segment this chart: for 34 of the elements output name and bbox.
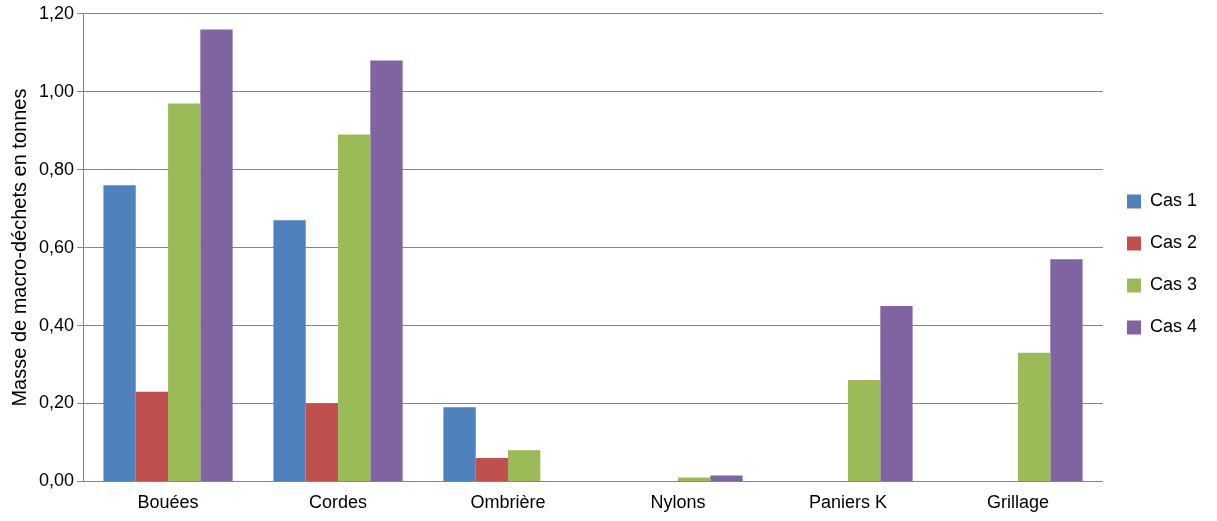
bar [103,185,136,481]
bar [370,60,403,481]
bar [847,380,881,481]
bar [880,306,913,481]
x-tick-label: Cordes [309,492,368,513]
bar [200,29,233,481]
bar [168,103,201,481]
x-tick-label: Bouées [137,492,199,513]
legend-label: Cas 1 [1149,190,1198,211]
bar [475,458,509,481]
y-tick-label: 0,40 [38,314,75,335]
bar [710,475,743,481]
x-tick-label: Ombrière [470,492,546,513]
y-axis-title: Masse de macro-déchets en tonnes [7,88,30,407]
x-tick-label: Nylons [650,492,706,513]
bar [305,403,339,481]
bar [443,407,476,481]
x-tick-label: Paniers K [808,492,888,513]
bar [508,450,541,481]
bar [1017,352,1051,481]
bar [273,220,306,481]
legend-label: Cas 4 [1149,316,1198,337]
y-tick-label: 0,80 [38,158,75,179]
legend-label: Cas 2 [1149,232,1198,253]
bar [135,391,169,481]
x-tick-label: Grillage [986,492,1049,513]
bar [1050,259,1083,481]
y-tick-label: 1,20 [38,2,75,23]
y-tick-label: 0,00 [38,470,75,491]
y-tick-label: 1,00 [38,80,75,101]
y-tick-label: 0,60 [38,236,75,257]
bar [338,134,371,481]
y-tick-label: 0,20 [38,392,75,413]
legend-label: Cas 3 [1149,274,1198,295]
